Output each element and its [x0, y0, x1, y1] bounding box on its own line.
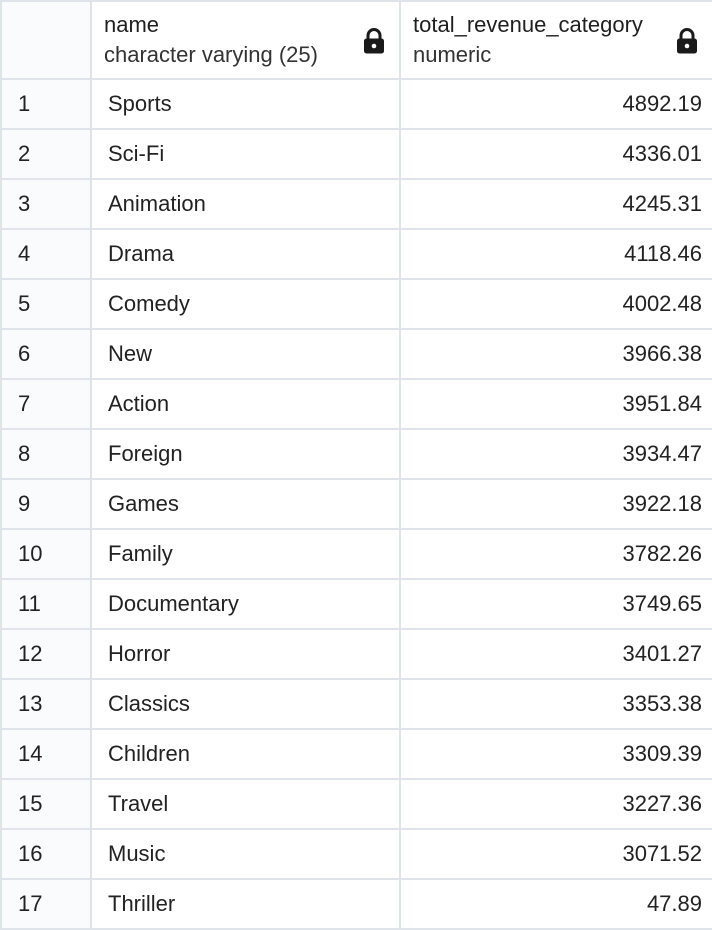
name-cell[interactable]: Sports — [90, 78, 401, 130]
name-cell[interactable]: Music — [90, 828, 401, 880]
total-revenue-cell[interactable]: 3934.47 — [399, 428, 712, 480]
name-cell[interactable]: Classics — [90, 678, 401, 730]
column-name-label: total_revenue_category — [413, 12, 643, 37]
name-cell[interactable]: New — [90, 328, 401, 380]
row-index-cell[interactable]: 10 — [0, 528, 92, 580]
table-row[interactable]: 16 Music 3071.52 — [0, 828, 712, 880]
row-index-cell[interactable]: 1 — [0, 78, 92, 130]
name-cell[interactable]: Sci-Fi — [90, 128, 401, 180]
row-index-cell[interactable]: 5 — [0, 278, 92, 330]
total-revenue-cell[interactable]: 3922.18 — [399, 478, 712, 530]
table-row[interactable]: 8 Foreign 3934.47 — [0, 428, 712, 480]
table-row[interactable]: 7 Action 3951.84 — [0, 378, 712, 430]
column-header-name[interactable]: name character varying (25) — [90, 0, 401, 80]
total-revenue-cell[interactable]: 4245.31 — [399, 178, 712, 230]
total-revenue-cell[interactable]: 3951.84 — [399, 378, 712, 430]
total-revenue-cell[interactable]: 3227.36 — [399, 778, 712, 830]
table-row[interactable]: 11 Documentary 3749.65 — [0, 578, 712, 630]
table-row[interactable]: 4 Drama 4118.46 — [0, 228, 712, 280]
row-index-cell[interactable]: 16 — [0, 828, 92, 880]
column-type-label: numeric — [413, 42, 492, 67]
name-cell[interactable]: Action — [90, 378, 401, 430]
column-type-label: character varying (25) — [104, 42, 318, 67]
row-index-cell[interactable]: 8 — [0, 428, 92, 480]
row-index-cell[interactable]: 6 — [0, 328, 92, 380]
total-revenue-cell[interactable]: 3353.38 — [399, 678, 712, 730]
name-cell[interactable]: Foreign — [90, 428, 401, 480]
header-row: name character varying (25) total_revenu… — [0, 0, 712, 80]
table-row[interactable]: 17 Thriller 47.89 — [0, 878, 712, 930]
row-index-cell[interactable]: 15 — [0, 778, 92, 830]
table-row[interactable]: 6 New 3966.38 — [0, 328, 712, 380]
total-revenue-cell[interactable]: 4336.01 — [399, 128, 712, 180]
lock-icon — [677, 28, 697, 54]
row-index-cell[interactable]: 13 — [0, 678, 92, 730]
name-cell[interactable]: Comedy — [90, 278, 401, 330]
row-index-header-corner[interactable] — [0, 0, 92, 80]
table-row[interactable]: 2 Sci-Fi 4336.01 — [0, 128, 712, 180]
table-row[interactable]: 5 Comedy 4002.48 — [0, 278, 712, 330]
row-index-cell[interactable]: 2 — [0, 128, 92, 180]
total-revenue-cell[interactable]: 4118.46 — [399, 228, 712, 280]
name-cell[interactable]: Travel — [90, 778, 401, 830]
table-header: name character varying (25) total_revenu… — [0, 0, 712, 80]
table-row[interactable]: 14 Children 3309.39 — [0, 728, 712, 780]
table-row[interactable]: 3 Animation 4245.31 — [0, 178, 712, 230]
table-row[interactable]: 1 Sports 4892.19 — [0, 78, 712, 130]
name-cell[interactable]: Documentary — [90, 578, 401, 630]
table-row[interactable]: 12 Horror 3401.27 — [0, 628, 712, 680]
lock-icon — [364, 28, 384, 54]
row-index-cell[interactable]: 14 — [0, 728, 92, 780]
total-revenue-cell[interactable]: 47.89 — [399, 878, 712, 930]
total-revenue-cell[interactable]: 3749.65 — [399, 578, 712, 630]
total-revenue-cell[interactable]: 4892.19 — [399, 78, 712, 130]
total-revenue-cell[interactable]: 3071.52 — [399, 828, 712, 880]
row-index-cell[interactable]: 7 — [0, 378, 92, 430]
total-revenue-cell[interactable]: 3782.26 — [399, 528, 712, 580]
table-body: 1 Sports 4892.19 2 Sci-Fi 4336.01 3 Anim… — [0, 78, 712, 930]
name-cell[interactable]: Animation — [90, 178, 401, 230]
name-cell[interactable]: Children — [90, 728, 401, 780]
name-cell[interactable]: Horror — [90, 628, 401, 680]
column-header-total-revenue-category[interactable]: total_revenue_category numeric — [399, 0, 712, 80]
table-row[interactable]: 15 Travel 3227.36 — [0, 778, 712, 830]
total-revenue-cell[interactable]: 3309.39 — [399, 728, 712, 780]
name-cell[interactable]: Drama — [90, 228, 401, 280]
name-cell[interactable]: Games — [90, 478, 401, 530]
total-revenue-cell[interactable]: 4002.48 — [399, 278, 712, 330]
name-cell[interactable]: Thriller — [90, 878, 401, 930]
row-index-cell[interactable]: 17 — [0, 878, 92, 930]
row-index-cell[interactable]: 11 — [0, 578, 92, 630]
column-name-label: name — [104, 12, 160, 37]
total-revenue-cell[interactable]: 3401.27 — [399, 628, 712, 680]
row-index-cell[interactable]: 4 — [0, 228, 92, 280]
name-cell[interactable]: Family — [90, 528, 401, 580]
row-index-cell[interactable]: 9 — [0, 478, 92, 530]
total-revenue-cell[interactable]: 3966.38 — [399, 328, 712, 380]
table-row[interactable]: 9 Games 3922.18 — [0, 478, 712, 530]
row-index-cell[interactable]: 12 — [0, 628, 92, 680]
table-row[interactable]: 13 Classics 3353.38 — [0, 678, 712, 730]
row-index-cell[interactable]: 3 — [0, 178, 92, 230]
table-row[interactable]: 10 Family 3782.26 — [0, 528, 712, 580]
